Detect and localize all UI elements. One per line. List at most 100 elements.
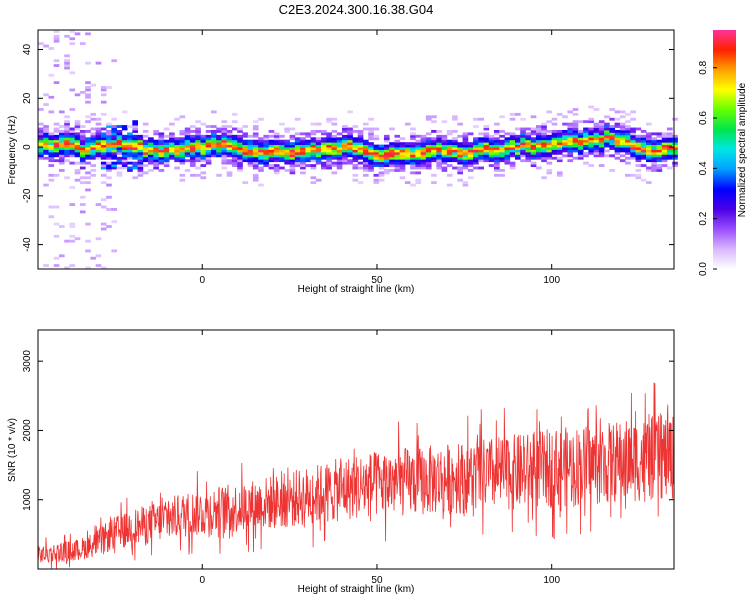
heatmap-cell	[342, 127, 348, 131]
heatmap-cell	[326, 144, 332, 148]
heatmap-cell	[436, 129, 443, 133]
heatmap-cell	[362, 147, 369, 150]
heatmap-cell	[357, 181, 364, 185]
heatmap-cell	[467, 159, 474, 163]
heatmap-cell	[132, 139, 138, 143]
heatmap-cell	[478, 139, 484, 143]
heatmap-cell	[242, 147, 249, 150]
heatmap-cell	[499, 173, 505, 177]
heatmap-cell	[604, 115, 610, 119]
heatmap-cell	[64, 115, 70, 119]
heatmap-cell	[48, 95, 55, 99]
heatmap-cell	[357, 144, 364, 148]
heatmap-cell	[237, 151, 243, 155]
heatmap-cell	[294, 159, 301, 163]
heatmap-cell	[326, 154, 332, 158]
heatmap-cell	[315, 149, 322, 153]
heatmap-cell	[200, 139, 207, 143]
heatmap-cell	[226, 151, 233, 155]
heatmap-cell	[357, 137, 364, 141]
heatmap-cell	[347, 154, 353, 158]
heatmap-cell	[478, 156, 484, 160]
heatmap-cell	[127, 166, 133, 170]
heatmap-cell	[515, 154, 521, 158]
heatmap-cell	[310, 144, 317, 148]
heatmap-cell	[457, 154, 463, 158]
heatmap-cell	[598, 134, 605, 138]
heatmap-cell	[441, 120, 448, 124]
heatmap-cell	[446, 164, 453, 167]
heatmap-cell	[221, 147, 228, 150]
heatmap-cell	[446, 151, 453, 155]
heatmap-cell	[294, 117, 301, 121]
heatmap-cell	[300, 132, 306, 136]
heatmap-cell	[127, 134, 133, 138]
heatmap-cell	[535, 134, 542, 138]
heatmap-cell	[588, 147, 595, 150]
heatmap-cell	[572, 122, 579, 126]
heatmap-cell	[614, 134, 621, 138]
heatmap-cell	[179, 147, 186, 150]
heatmap-cell	[279, 139, 285, 143]
heatmap-cell	[195, 156, 201, 160]
heatmap-cell	[572, 137, 579, 141]
heatmap-cell	[273, 164, 280, 167]
heatmap-cell	[583, 137, 589, 141]
heatmap-cell	[431, 142, 437, 146]
heatmap-cell	[494, 147, 500, 150]
heatmap-cell	[357, 151, 364, 155]
heatmap-cell	[394, 164, 401, 167]
heatmap-cell	[226, 129, 233, 133]
heatmap-cell	[190, 164, 196, 167]
heatmap-cell	[667, 132, 673, 136]
heatmap-cell	[284, 151, 290, 155]
heatmap-cell	[604, 129, 610, 133]
heatmap-cell	[331, 139, 338, 143]
heatmap-cell	[541, 125, 547, 128]
heatmap-cell	[562, 144, 568, 148]
y-tick-label: -40	[22, 237, 33, 252]
heatmap-cell	[331, 129, 338, 133]
heatmap-cell	[43, 147, 49, 150]
heatmap-cell	[242, 154, 249, 158]
heatmap-cell	[504, 159, 511, 163]
heatmap-cell	[95, 237, 102, 241]
heatmap-cell	[74, 151, 81, 155]
heatmap-cell	[431, 144, 437, 148]
heatmap-cell	[121, 159, 128, 163]
heatmap-cell	[190, 154, 196, 158]
heatmap-cell	[425, 139, 432, 143]
heatmap-cell	[588, 134, 595, 138]
heatmap-cell	[132, 164, 138, 167]
heatmap-cell	[148, 144, 154, 148]
heatmap-cell	[604, 137, 610, 141]
heatmap-cell	[142, 151, 149, 155]
heatmap-cell	[583, 134, 589, 138]
x-tick-label: 100	[543, 575, 560, 586]
heatmap-cell	[619, 137, 626, 141]
heatmap-cell	[268, 134, 275, 138]
heatmap-cell	[520, 137, 526, 141]
heatmap-cell	[315, 147, 322, 150]
heatmap-cell	[252, 156, 259, 160]
heatmap-cell	[336, 144, 343, 148]
heatmap-cell	[273, 149, 280, 153]
heatmap-cell	[289, 164, 296, 167]
heatmap-cell	[373, 156, 380, 160]
heatmap-cell	[116, 142, 123, 146]
heatmap-cell	[368, 144, 374, 148]
heatmap-cell	[294, 147, 301, 150]
colorbar-tick-label: 0.0	[698, 262, 709, 276]
heatmap-cell	[436, 142, 443, 146]
heatmap-cell	[158, 142, 165, 146]
heatmap-cell	[169, 147, 175, 150]
heatmap-cell	[614, 142, 621, 146]
heatmap-cell	[525, 151, 532, 155]
heatmap-cell	[504, 147, 511, 150]
heatmap-cell	[473, 142, 479, 146]
heatmap-cell	[132, 125, 138, 128]
heatmap-cell	[326, 164, 332, 167]
heatmap-cell	[247, 156, 254, 160]
heatmap-cell	[336, 137, 343, 141]
